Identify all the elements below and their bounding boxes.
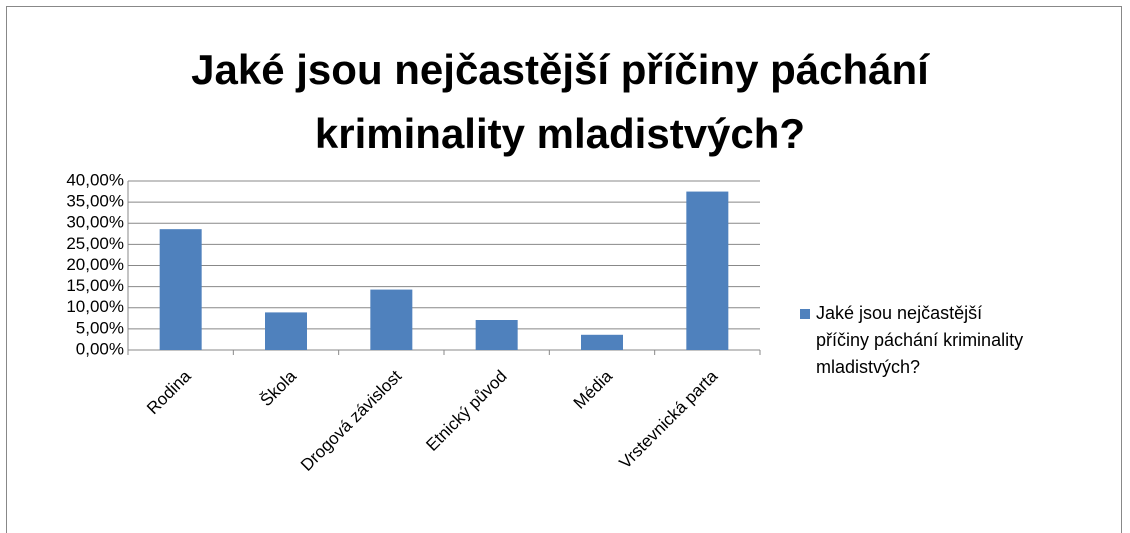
y-tick-label: 0,00% bbox=[76, 339, 124, 358]
chart-title: Jaké jsou nejčastější příčiny páchání kr… bbox=[191, 46, 929, 157]
y-tick-label: 10,00% bbox=[66, 297, 124, 316]
bar bbox=[159, 229, 202, 350]
y-tick-label: 25,00% bbox=[66, 234, 124, 253]
legend: Jaké jsou nejčastější příčiny páchání kr… bbox=[800, 300, 1026, 381]
bar bbox=[581, 334, 623, 350]
bar bbox=[370, 289, 413, 350]
x-tick-label: Drogová závislost bbox=[297, 366, 406, 475]
legend-label: Jaké jsou nejčastější příčiny páchání kr… bbox=[816, 303, 1024, 377]
bar bbox=[686, 191, 729, 350]
y-tick-label: 15,00% bbox=[66, 276, 124, 295]
y-tick-label: 35,00% bbox=[66, 192, 124, 211]
y-tick-label: 40,00% bbox=[66, 170, 124, 189]
x-tick-label: Etnický původ bbox=[422, 367, 510, 455]
x-tick-label: Rodina bbox=[143, 366, 195, 418]
bar bbox=[265, 312, 307, 350]
y-tick-label: 20,00% bbox=[66, 255, 124, 274]
x-tick-label: Škola bbox=[256, 366, 300, 410]
y-tick-label: 5,00% bbox=[76, 318, 124, 337]
x-tick-label: Vrstevnická parta bbox=[615, 366, 721, 472]
legend-key bbox=[800, 309, 810, 319]
y-tick-label: 30,00% bbox=[66, 213, 124, 232]
x-tick-label: Média bbox=[570, 366, 617, 413]
bar bbox=[475, 320, 518, 350]
chart-frame bbox=[6, 6, 1122, 533]
